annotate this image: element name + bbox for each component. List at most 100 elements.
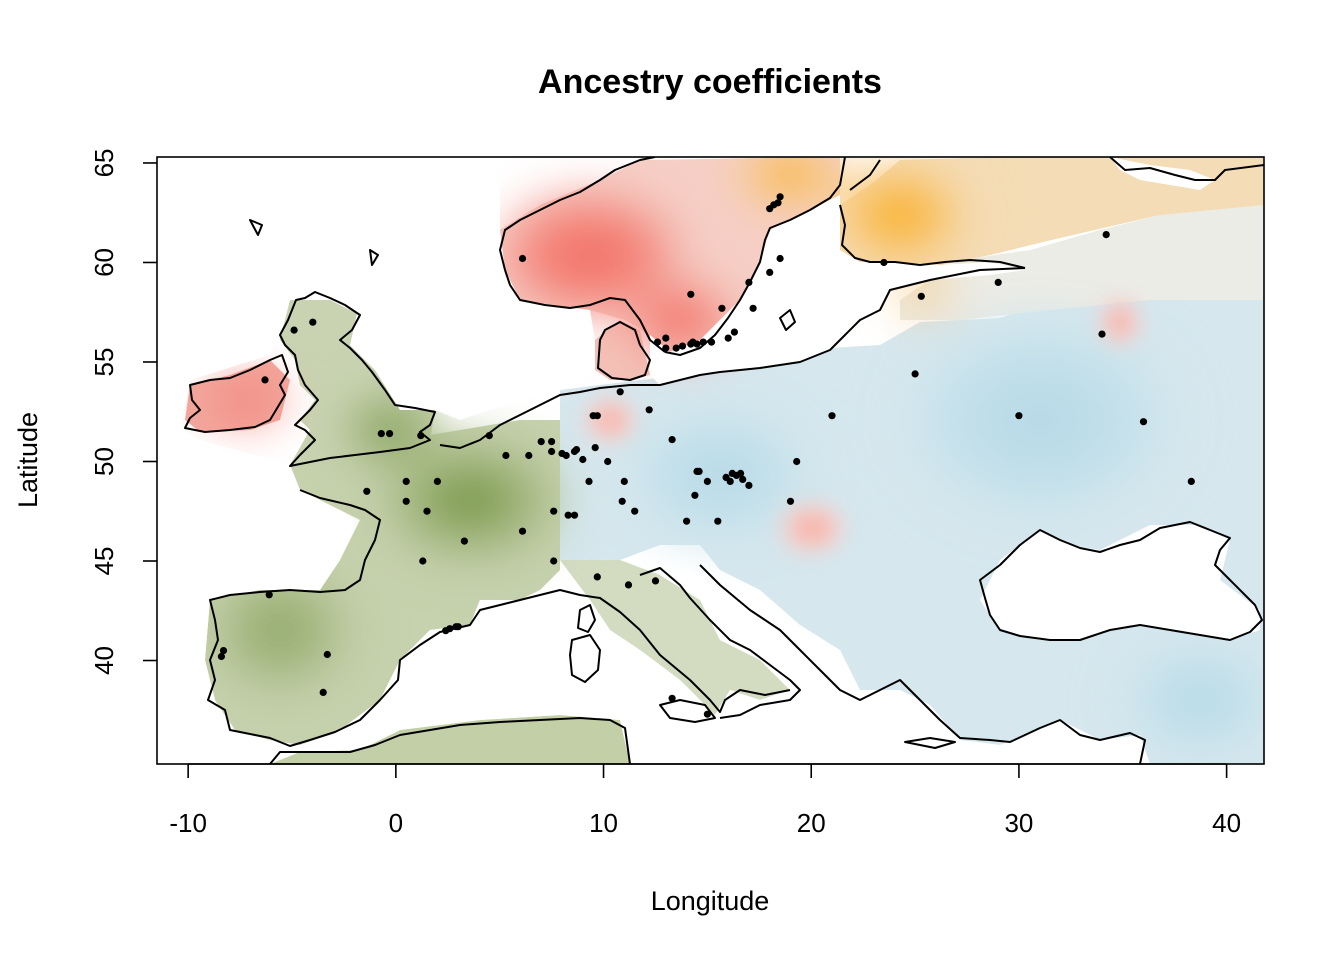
red-cluster-ireland	[195, 370, 295, 430]
y-tick-label: 50	[89, 447, 119, 476]
sample-point	[620, 477, 628, 485]
sample-point	[668, 694, 676, 702]
x-tick-label: 40	[1212, 808, 1241, 838]
sample-point	[683, 517, 691, 525]
sample-point	[319, 688, 327, 697]
sample-point	[593, 573, 601, 581]
sample-point	[776, 193, 784, 201]
sample-point	[828, 412, 836, 420]
sample-point	[217, 652, 225, 661]
sample-point	[550, 507, 558, 515]
sample-point	[653, 338, 662, 346]
sample-point	[1187, 477, 1195, 485]
coast-black-sea	[979, 521, 1263, 641]
red-hotspot-balkans	[777, 500, 847, 556]
sample-point	[880, 258, 888, 267]
sample-point	[550, 557, 558, 565]
atlantic-sea	[157, 157, 500, 764]
white-sea	[1110, 157, 1215, 190]
coast-denmark	[597, 321, 651, 381]
sample-point	[562, 451, 570, 460]
sample-point	[693, 340, 701, 348]
coast-italy-east	[639, 567, 801, 719]
sample-point	[363, 487, 371, 495]
blue-cluster-southeast	[1110, 630, 1264, 764]
sample-point	[219, 647, 228, 655]
y-tick-label: 60	[89, 248, 119, 277]
sample-point	[537, 438, 545, 446]
coast-crete	[904, 737, 956, 749]
y-tick-label: 45	[89, 547, 119, 576]
sample-point	[662, 344, 670, 352]
sample-point	[749, 304, 757, 312]
sample-point	[745, 278, 753, 286]
sample-point	[454, 623, 462, 631]
sample-point	[917, 292, 925, 300]
sample-point	[695, 467, 703, 475]
y-axis: 40 45 50 55 60 65	[89, 149, 157, 675]
sample-point	[1102, 231, 1110, 239]
sample-point	[730, 328, 739, 336]
sample-point	[402, 497, 410, 505]
sample-point	[290, 326, 298, 334]
sample-point	[485, 432, 493, 440]
sample-point	[726, 477, 734, 485]
coast-ireland	[184, 354, 289, 433]
orange-cluster-finland	[815, 157, 985, 280]
map-surface	[157, 157, 1264, 764]
sample-point	[604, 457, 612, 466]
sample-point	[745, 481, 753, 489]
y-tick-label: 65	[89, 149, 119, 178]
sample-point	[699, 338, 707, 346]
sample-point	[417, 432, 425, 440]
sample-points	[217, 193, 1195, 718]
x-tick-label: 10	[589, 808, 618, 838]
sample-point	[402, 477, 410, 485]
coastlines	[184, 157, 1264, 764]
sample-point	[548, 447, 556, 456]
sample-point	[564, 511, 572, 519]
coast-corsica	[577, 604, 596, 633]
coast-sardinia	[569, 634, 601, 683]
sample-point	[1098, 330, 1106, 338]
x-axis-label: Longitude	[651, 886, 770, 916]
x-tick-label: -10	[169, 808, 207, 838]
coast-finland	[839, 159, 1026, 269]
sample-point	[423, 507, 431, 515]
sample-point	[460, 537, 468, 545]
y-tick-label: 40	[89, 646, 119, 675]
sample-point	[724, 334, 732, 342]
sample-point	[718, 304, 726, 312]
coast-sicily	[659, 699, 716, 723]
ancestry-color-field	[185, 157, 1264, 764]
sample-point	[691, 491, 699, 499]
red-hotspot-russia	[1098, 296, 1142, 348]
sample-point	[678, 342, 687, 350]
sample-point	[703, 477, 712, 485]
sample-point	[662, 334, 670, 342]
sample-point	[585, 477, 593, 485]
x-axis: -10 0 10 20 30 40	[169, 763, 1241, 838]
sample-point	[616, 388, 624, 396]
sample-point	[624, 581, 633, 589]
sample-point	[572, 446, 581, 454]
red-hotspot-lowlands	[582, 395, 638, 445]
sample-point	[668, 436, 676, 444]
sample-point	[323, 650, 331, 659]
sample-point	[518, 527, 527, 535]
x-tick-label: 0	[389, 808, 403, 838]
sample-point	[703, 710, 712, 718]
sample-point	[386, 430, 394, 438]
local-hotspots	[582, 296, 1142, 556]
coast-france-iberia	[207, 489, 791, 747]
sample-point	[570, 511, 579, 519]
sample-point	[502, 451, 510, 460]
sample-point	[1139, 418, 1148, 426]
north-sea	[350, 230, 595, 420]
sample-point	[687, 290, 695, 298]
sample-point	[265, 591, 273, 599]
sample-point	[591, 444, 599, 452]
coast-continent-west	[439, 267, 1026, 449]
coast-balkans	[699, 564, 1146, 764]
